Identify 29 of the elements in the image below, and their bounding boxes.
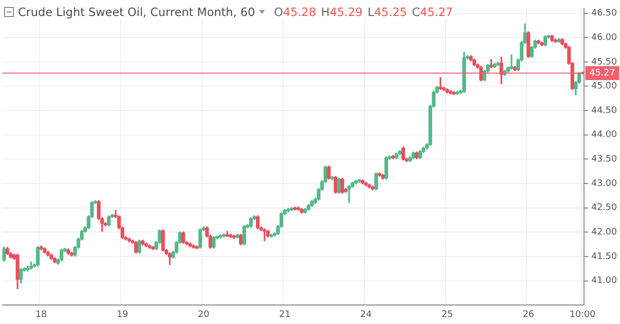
x-tick-label: 25 (441, 310, 453, 320)
annotation: L45.25 (368, 5, 407, 19)
ref-line-label: 45.27 (589, 68, 616, 78)
annotation: C45.27 (412, 5, 453, 19)
x-tick-label: 10:00 (570, 310, 596, 320)
x-tick-label: 20 (198, 310, 210, 320)
annotation: O45.28 (274, 5, 316, 19)
x-tick-label: 26 (522, 310, 534, 320)
chart-title: Crude Light Sweet Oil, Current Month, 60 (18, 5, 256, 19)
candlestick (262, 228, 266, 242)
y-tick-label: 45.00 (591, 82, 618, 92)
y-tick-label: 42.00 (591, 228, 618, 238)
y-tick-label: 45.50 (591, 57, 618, 68)
y-tick-label: 41.00 (591, 276, 618, 286)
y-tick-label: 46.00 (591, 32, 618, 43)
y-tick-label: 44.50 (591, 106, 618, 116)
x-tick-label: 24 (360, 310, 372, 320)
annotation: H45.29 (321, 5, 363, 19)
y-tick-label: 43.00 (591, 178, 618, 189)
y-tick-label: 42.50 (591, 203, 618, 214)
x-tick-label: 18 (35, 310, 48, 320)
y-tick-label: 43.50 (591, 154, 618, 165)
y-tick-label: 46.50 (591, 8, 618, 19)
y-tick-label: 41.50 (591, 252, 618, 262)
candlestick (510, 54, 514, 70)
candlestick (438, 77, 442, 90)
x-tick-label: 21 (279, 310, 291, 320)
x-tick-label: 19 (116, 310, 128, 320)
y-tick-label: 44.00 (591, 130, 618, 140)
